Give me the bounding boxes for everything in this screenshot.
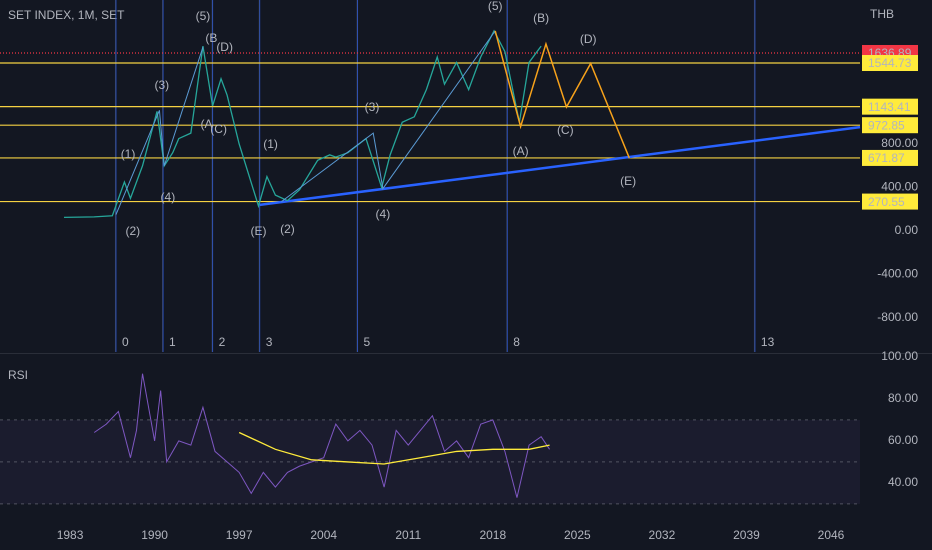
level-box — [862, 117, 918, 134]
wave-label: (1) — [121, 147, 136, 161]
rsi-line — [93, 373, 550, 498]
y-tick-label: 100.00 — [881, 349, 918, 363]
wave-label: (B — [205, 31, 217, 45]
wave-label: (2) — [126, 224, 141, 238]
x-tick-label: 2004 — [310, 528, 337, 542]
x-tick-label: 2011 — [395, 528, 421, 542]
rsi-title: RSI — [8, 368, 28, 382]
y-tick-label: 40.00 — [888, 475, 918, 489]
wave-label: (D) — [580, 32, 597, 46]
wave-line — [115, 30, 496, 215]
wave-label: (2) — [280, 222, 295, 236]
wave-label: (3) — [365, 100, 380, 114]
wave-label: (C) — [210, 122, 227, 136]
x-tick-label: 1990 — [141, 528, 168, 542]
time-line-label: 0 — [122, 335, 129, 349]
y-tick-label: 800.00 — [881, 136, 918, 150]
unit-label: THB — [870, 7, 894, 21]
wave-label: (A — [201, 117, 213, 131]
wave-label: (5) — [488, 0, 503, 13]
level-box — [862, 98, 918, 115]
x-tick-label: 2046 — [818, 528, 845, 542]
level-box — [862, 149, 918, 166]
x-tick-label: 2032 — [649, 528, 676, 542]
y-tick-label: 60.00 — [888, 433, 918, 447]
wave-label: (3) — [155, 78, 170, 92]
x-tick-label: 2039 — [733, 528, 760, 542]
level-box — [862, 55, 918, 72]
level-label: 270.55 — [868, 195, 905, 209]
projection-line — [494, 30, 630, 159]
wave-label: (B) — [533, 11, 549, 25]
wave-label: (E) — [250, 224, 266, 238]
wave-label: (1) — [263, 137, 278, 151]
level-label: 671.87 — [868, 151, 905, 165]
level-label: 1143.41 — [868, 100, 911, 114]
x-tick-label: 2018 — [479, 528, 506, 542]
rsi-ma-line — [238, 431, 550, 465]
x-tick-label: 2025 — [564, 528, 591, 542]
level-label: 1544.73 — [868, 56, 912, 70]
trend-line — [259, 125, 861, 207]
price-line — [64, 29, 542, 219]
y-tick-label: -400.00 — [877, 267, 918, 281]
level-label: 972.85 — [868, 118, 905, 132]
wave-label: (A) — [513, 144, 529, 158]
time-line-label: 2 — [219, 335, 226, 349]
y-tick-label: 0.00 — [895, 223, 919, 237]
time-line-label: 1 — [169, 335, 176, 349]
wave-label: (4) — [376, 207, 391, 221]
wave-label: (D) — [216, 40, 233, 54]
wave-label: (4) — [161, 190, 176, 204]
time-line-label: 13 — [761, 335, 775, 349]
wave-label: (C) — [557, 123, 574, 137]
time-line-label: 3 — [266, 335, 273, 349]
time-line-label: 8 — [513, 335, 520, 349]
y-tick-label: 400.00 — [881, 180, 918, 194]
level-box — [862, 193, 918, 210]
x-tick-label: 1983 — [57, 528, 84, 542]
y-tick-label: -800.00 — [877, 310, 918, 324]
chart-title: SET INDEX, 1M, SET — [8, 8, 125, 22]
x-tick-label: 1997 — [226, 528, 253, 542]
y-tick-label: 80.00 — [888, 391, 918, 405]
wave-label: (E) — [620, 174, 636, 188]
wave-label: (5) — [196, 9, 211, 23]
time-line-label: 5 — [364, 335, 371, 349]
